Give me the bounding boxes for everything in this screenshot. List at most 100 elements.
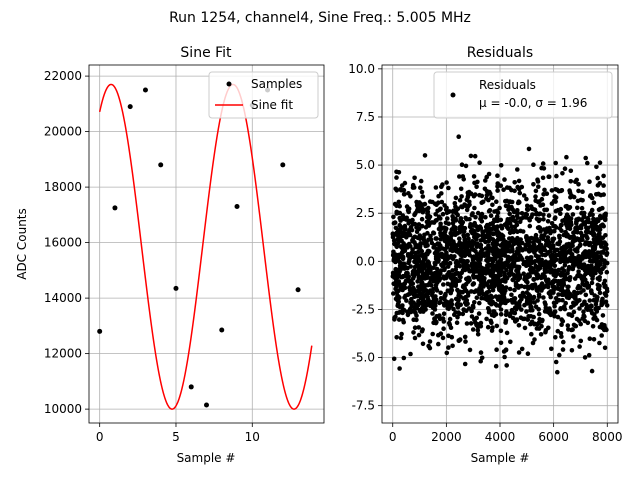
residual-point (602, 217, 608, 223)
residual-point (485, 324, 491, 330)
residual-point (442, 203, 447, 208)
residual-point (409, 304, 415, 309)
residual-point (437, 316, 443, 322)
residual-point (533, 253, 539, 258)
residual-point (594, 257, 599, 263)
residual-point (500, 261, 505, 266)
residual-point (479, 219, 485, 224)
residual-point (597, 160, 603, 165)
residual-point (541, 295, 546, 300)
residual-point (393, 255, 398, 261)
residual-point (507, 220, 513, 226)
residual-point (498, 163, 504, 168)
residual-point (484, 192, 490, 198)
residual-point (580, 281, 585, 287)
residual-point (589, 368, 595, 374)
residual-point (563, 229, 568, 235)
residual-point (483, 214, 488, 220)
residual-point (464, 321, 470, 326)
residual-point (449, 298, 454, 303)
residual-point (412, 335, 418, 341)
residual-point (467, 199, 472, 205)
residual-point (467, 252, 473, 258)
residual-point (524, 299, 530, 305)
residual-point (506, 207, 511, 212)
residual-point (546, 250, 551, 255)
residuals-ytick-label: 7.5 (356, 110, 375, 124)
residual-point (601, 173, 606, 179)
residual-point (541, 212, 546, 218)
residual-point (543, 230, 549, 235)
residual-point (440, 182, 445, 187)
residual-point (597, 234, 603, 240)
residual-point (418, 178, 424, 184)
residual-point (498, 312, 504, 317)
residual-point (418, 295, 424, 301)
residual-point (397, 267, 403, 272)
residual-point (536, 184, 541, 189)
sample-point (204, 402, 209, 408)
sample-point (234, 204, 240, 210)
residual-point (526, 292, 531, 297)
residual-point (391, 220, 397, 226)
residual-point (434, 236, 439, 241)
residual-point (417, 233, 423, 238)
sample-point (142, 87, 148, 93)
residual-point (515, 184, 520, 190)
residual-point (530, 340, 536, 346)
residual-point (426, 261, 432, 266)
residual-point (408, 351, 413, 357)
residual-point (510, 257, 515, 263)
residual-point (517, 299, 522, 305)
residual-point (430, 271, 436, 277)
residual-point (571, 194, 577, 200)
residual-point (411, 285, 416, 291)
residual-point (567, 205, 573, 210)
residual-point (544, 191, 550, 196)
residual-point (581, 220, 586, 226)
residual-point (520, 229, 526, 234)
residual-point (479, 200, 485, 205)
residual-point (560, 297, 565, 303)
residuals-xtick-label: 0 (389, 430, 397, 444)
residual-point (532, 207, 538, 212)
residual-point (561, 268, 567, 274)
residual-point (400, 256, 406, 262)
residual-point (598, 239, 603, 244)
residual-point (542, 267, 548, 273)
residual-point (464, 216, 469, 222)
residual-point (471, 193, 477, 199)
residual-point (509, 292, 514, 298)
residual-point (444, 180, 449, 185)
residual-point (570, 327, 575, 332)
residual-point (528, 314, 534, 319)
residual-point (587, 179, 592, 184)
residual-point (419, 189, 425, 195)
residual-point (456, 310, 461, 315)
residual-point (443, 220, 449, 225)
residual-point (422, 288, 428, 293)
residual-point (403, 273, 408, 279)
residual-point (578, 242, 583, 248)
residual-point (545, 219, 551, 224)
residual-point (418, 201, 423, 206)
residual-point (443, 291, 448, 297)
residual-point (460, 204, 465, 210)
residual-point (519, 307, 524, 312)
residual-point (426, 216, 432, 221)
residual-point (513, 301, 519, 306)
residual-point (449, 288, 455, 293)
residual-point (461, 177, 467, 182)
residual-point (588, 289, 594, 294)
residual-point (528, 299, 534, 305)
residual-point (458, 186, 464, 192)
residual-point (397, 203, 403, 209)
residual-point (575, 230, 580, 235)
residual-point (431, 300, 436, 305)
residual-point (598, 255, 603, 260)
residual-point (459, 162, 465, 167)
residual-point (474, 322, 479, 328)
residual-point (591, 200, 597, 205)
residual-point (442, 267, 447, 273)
residual-point (434, 314, 440, 319)
